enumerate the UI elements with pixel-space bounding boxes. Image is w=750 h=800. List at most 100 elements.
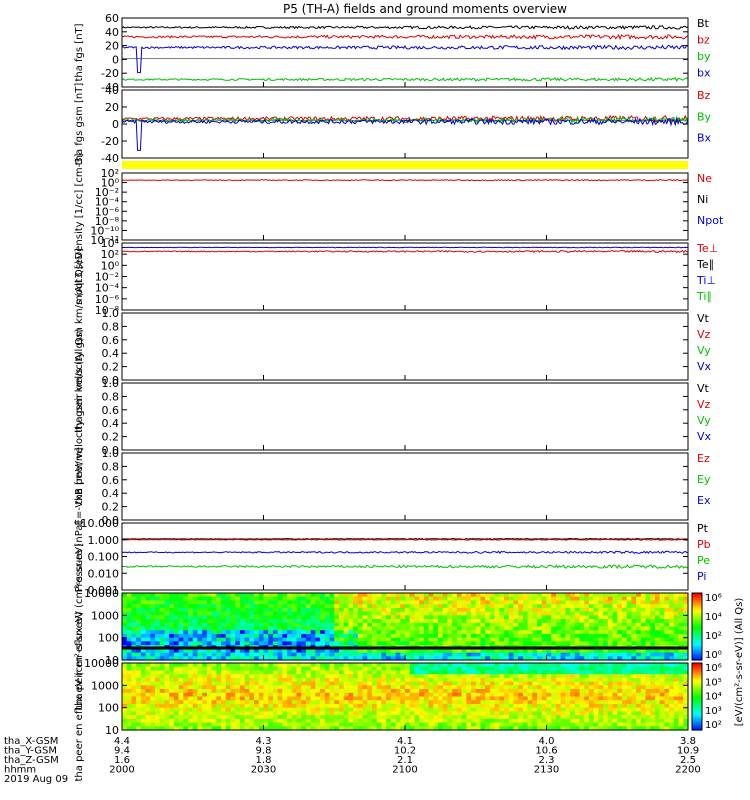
heatmap-cell xyxy=(188,707,194,712)
heatmap-cell xyxy=(541,607,548,613)
heatmap-cell xyxy=(640,600,647,605)
heatmap-cell xyxy=(419,611,425,616)
heatmap-cell xyxy=(324,637,331,642)
heatmap-cell xyxy=(287,641,293,646)
heatmap-cell xyxy=(244,604,250,609)
heatmap-cell xyxy=(334,604,340,609)
heatmap-cell xyxy=(546,674,552,679)
heatmap-cell xyxy=(192,666,199,672)
heatmap-cell xyxy=(678,604,684,609)
heatmap-cell xyxy=(159,707,166,712)
heatmap-cell xyxy=(155,711,161,716)
heatmap-cell xyxy=(541,652,548,657)
heatmap-cell xyxy=(287,652,293,657)
heatmap-cell xyxy=(324,711,331,716)
heatmap-cell xyxy=(320,600,326,605)
heatmap-cell xyxy=(631,722,637,727)
heatmap-cell xyxy=(305,677,312,683)
heatmap-cell xyxy=(588,689,595,694)
heatmap-cell xyxy=(249,630,255,635)
heatmap-cell xyxy=(178,689,184,694)
heatmap-cell xyxy=(466,692,472,698)
heatmap-cell xyxy=(414,711,420,716)
heatmap-cell xyxy=(126,722,133,727)
heatmap-cell xyxy=(504,600,510,605)
heatmap-cell xyxy=(249,663,255,668)
heatmap-cell xyxy=(400,630,406,635)
heatmap-cell xyxy=(522,663,529,668)
heatmap-cell xyxy=(329,630,335,635)
heatmap-cell xyxy=(334,648,340,654)
heatmap-cell xyxy=(334,718,340,724)
heatmap-cell xyxy=(169,656,175,661)
heatmap-cell xyxy=(607,692,614,698)
series-line-pt xyxy=(121,537,689,540)
heatmap-cell xyxy=(678,648,684,654)
heatmap-cell xyxy=(301,718,307,724)
heatmap-cell xyxy=(621,674,628,679)
heatmap-cell xyxy=(188,726,194,731)
heatmap-cell xyxy=(593,607,599,613)
heatmap-cell xyxy=(263,718,269,724)
heatmap-cell xyxy=(452,700,458,705)
heatmap-cell xyxy=(508,703,515,709)
heatmap-cell xyxy=(612,707,618,712)
time-axis-row-label: tha_Y-GSM xyxy=(4,746,57,757)
heatmap-cell xyxy=(126,600,133,605)
heatmap-cell xyxy=(334,715,340,720)
heatmap-cell xyxy=(381,600,387,605)
heatmap-cell xyxy=(560,700,566,705)
y-tick-label: 10⁻² xyxy=(95,186,119,199)
heatmap-cell xyxy=(508,622,515,628)
heatmap-cell xyxy=(221,652,227,657)
heatmap-cell xyxy=(367,685,373,690)
heatmap-cell xyxy=(169,718,175,724)
heatmap-cell xyxy=(136,674,142,679)
heatmap-cell xyxy=(230,630,236,635)
heatmap-cell xyxy=(376,674,383,679)
heatmap-cell xyxy=(155,615,161,620)
heatmap-cell xyxy=(173,711,180,716)
heatmap-cell xyxy=(324,681,331,686)
heatmap-cell xyxy=(305,615,312,620)
heatmap-cell xyxy=(381,596,387,602)
heatmap-cell xyxy=(555,593,562,598)
heatmap-cell xyxy=(466,626,472,631)
heatmap-cell xyxy=(239,600,246,605)
heatmap-cell xyxy=(287,622,293,628)
heatmap-cell xyxy=(607,718,614,724)
heatmap-cell xyxy=(287,722,293,727)
heatmap-cell xyxy=(183,718,189,724)
heatmap-cell xyxy=(598,615,604,620)
heatmap-cell xyxy=(291,689,298,694)
heatmap-cell xyxy=(324,593,331,598)
heatmap-cell xyxy=(551,689,557,694)
heatmap-cell xyxy=(225,696,232,701)
heatmap-cell xyxy=(291,611,298,616)
heatmap-cell xyxy=(636,681,642,686)
heatmap-cell xyxy=(221,630,227,635)
heatmap-cell xyxy=(588,700,595,705)
heatmap-cell xyxy=(499,633,505,639)
heatmap-cell xyxy=(654,685,661,690)
heatmap-cell xyxy=(315,681,321,686)
heatmap-cell xyxy=(249,711,255,716)
heatmap-cell xyxy=(225,670,232,675)
heatmap-cell xyxy=(480,619,486,624)
heatmap-cell xyxy=(197,703,203,709)
heatmap-cell xyxy=(669,715,675,720)
heatmap-cell xyxy=(631,600,637,605)
heatmap-cell xyxy=(504,622,510,628)
heatmap-cell xyxy=(188,715,194,720)
heatmap-cell xyxy=(244,696,250,701)
heatmap-cell xyxy=(188,641,194,646)
heatmap-cell xyxy=(173,696,180,701)
heatmap-cell xyxy=(527,656,533,661)
heatmap-cell xyxy=(480,615,486,620)
heatmap-cell xyxy=(296,711,302,716)
heatmap-cell xyxy=(367,700,373,705)
heatmap-cell xyxy=(537,656,543,661)
heatmap-cell xyxy=(390,656,397,661)
heatmap-cell xyxy=(164,607,170,613)
heatmap-cell xyxy=(442,681,449,686)
